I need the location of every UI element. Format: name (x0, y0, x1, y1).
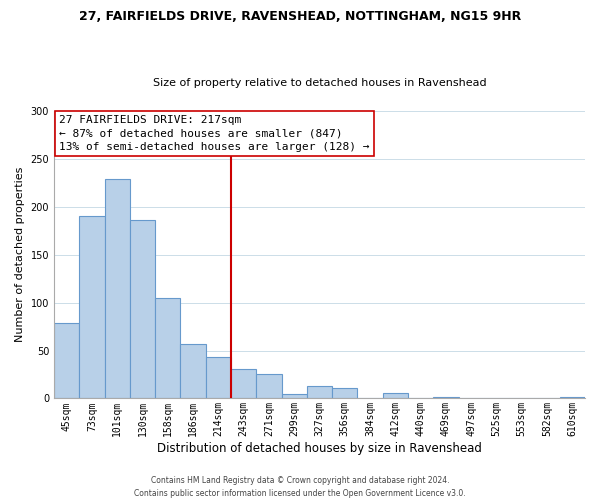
Text: 27 FAIRFIELDS DRIVE: 217sqm
← 87% of detached houses are smaller (847)
13% of se: 27 FAIRFIELDS DRIVE: 217sqm ← 87% of det… (59, 116, 370, 152)
X-axis label: Distribution of detached houses by size in Ravenshead: Distribution of detached houses by size … (157, 442, 482, 455)
Bar (206, 357, 231, 399)
Bar (383, 392, 408, 398)
Bar (181, 344, 206, 399)
Bar (104, 179, 130, 398)
Bar (130, 220, 155, 398)
Bar (231, 368, 256, 398)
Bar (79, 216, 104, 398)
Bar (155, 298, 181, 398)
Y-axis label: Number of detached properties: Number of detached properties (15, 167, 25, 342)
Bar (307, 386, 332, 398)
Text: 27, FAIRFIELDS DRIVE, RAVENSHEAD, NOTTINGHAM, NG15 9HR: 27, FAIRFIELDS DRIVE, RAVENSHEAD, NOTTIN… (79, 10, 521, 23)
Bar (560, 396, 585, 398)
Bar (281, 394, 307, 398)
Title: Size of property relative to detached houses in Ravenshead: Size of property relative to detached ho… (153, 78, 487, 88)
Bar (256, 374, 281, 398)
Bar (54, 322, 79, 398)
Text: Contains HM Land Registry data © Crown copyright and database right 2024.
Contai: Contains HM Land Registry data © Crown c… (134, 476, 466, 498)
Bar (332, 388, 358, 398)
